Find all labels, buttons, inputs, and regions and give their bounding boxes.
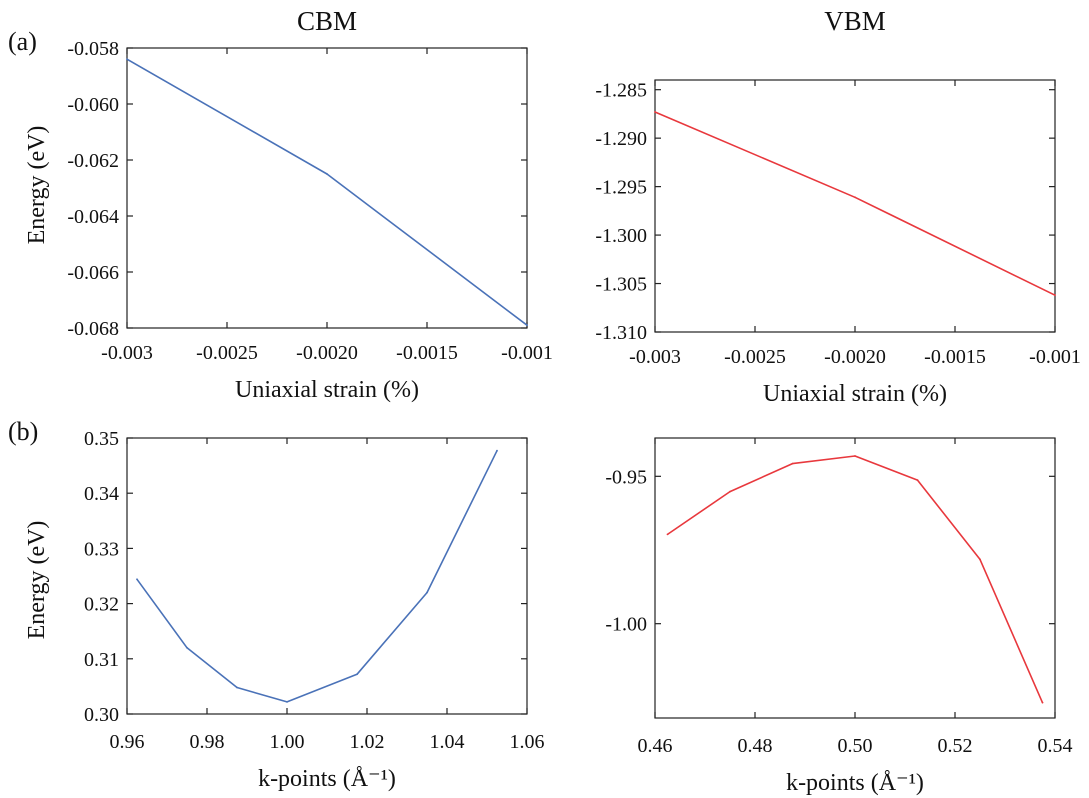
- x-tick-label: 0.48: [738, 735, 773, 757]
- x-tick-label: -0.0015: [396, 342, 458, 364]
- y-tick-label: -1.290: [595, 128, 647, 150]
- data-point: [854, 196, 856, 199]
- plot-frame: [654, 437, 1056, 719]
- y-tick-label: -1.295: [595, 177, 647, 199]
- data-point: [979, 558, 981, 561]
- panel-b-right: 0.46 0.48 0.50 0.52 0.54 -0.95 -1.00 k-points (…: [605, 437, 1073, 796]
- data-point: [326, 173, 328, 175]
- x-tick-label: 0.98: [190, 731, 225, 753]
- y-tick-label: -0.95: [605, 466, 647, 488]
- data-point: [136, 578, 138, 581]
- data-point: [1041, 701, 1044, 704]
- data-point: [356, 673, 358, 676]
- data-point: [286, 700, 288, 703]
- y-tick-label: 0.33: [84, 538, 119, 560]
- chart-title: VBM: [824, 6, 886, 36]
- y-tick-label: -1.285: [595, 80, 647, 102]
- x-axis-label: Uniaxial strain (%): [763, 381, 947, 407]
- y-tick-label: -0.060: [67, 94, 119, 116]
- panel-a-right: -0.003 -0.0025 -0.0020 -0.0015 -0.001 -1.285 -…: [595, 6, 1081, 407]
- x-tick-label: 0.54: [1038, 735, 1073, 757]
- y-tick-label: -0.066: [67, 262, 119, 284]
- panel-label-a: (a): [8, 27, 37, 56]
- y-tick-label: -1.310: [595, 322, 647, 344]
- y-tick-label: -1.305: [595, 274, 647, 296]
- y-tick-label: -1.300: [595, 225, 647, 247]
- data-point: [526, 324, 528, 327]
- x-tick-label: -0.0020: [824, 346, 886, 368]
- x-axis-label: Uniaxial strain (%): [235, 377, 419, 403]
- data-point: [426, 591, 428, 594]
- x-tick-label: -0.003: [629, 346, 681, 368]
- y-tick-label: 0.35: [84, 428, 119, 450]
- series-line-0: [654, 111, 1056, 296]
- x-tick-label: 1.02: [350, 731, 385, 753]
- y-tick-label: 0.30: [84, 704, 119, 726]
- x-axis-label: k-points (Å⁻¹): [786, 770, 924, 796]
- x-tick-label: 1.04: [430, 731, 465, 753]
- panel-a-left: -0.003 -0.0025 -0.0020 -0.0015 -0.001 -0.058 -…: [24, 6, 553, 403]
- data-point: [186, 646, 188, 649]
- series-line-0: [667, 455, 1044, 704]
- y-tick-label: -0.068: [67, 318, 119, 340]
- data-point: [654, 111, 656, 113]
- data-point: [496, 449, 498, 452]
- y-axis-label: Energy (eV): [24, 521, 50, 640]
- data-point: [236, 686, 238, 689]
- series-line-0: [126, 58, 528, 326]
- chart-title: CBM: [297, 6, 357, 36]
- x-tick-label: -0.0020: [296, 342, 358, 364]
- x-tick-label: 0.96: [110, 731, 145, 753]
- data-point: [1054, 294, 1056, 297]
- y-tick-label: -0.064: [67, 206, 119, 228]
- data-point: [666, 533, 669, 536]
- plot-frame: [126, 437, 528, 715]
- y-tick-label: 0.32: [84, 594, 119, 616]
- y-tick-label: 0.31: [84, 649, 119, 671]
- x-axis-label: k-points (Å⁻¹): [258, 766, 396, 792]
- plot-frame: [654, 79, 1056, 333]
- data-point: [126, 58, 128, 61]
- y-tick-label: -0.062: [67, 150, 119, 172]
- data-point: [729, 490, 731, 493]
- y-tick-label: 0.34: [84, 483, 119, 505]
- x-tick-label: 0.50: [838, 735, 873, 757]
- x-tick-label: 1.06: [510, 731, 545, 753]
- x-tick-label: -0.0025: [196, 342, 258, 364]
- data-point: [791, 462, 794, 465]
- x-tick-label: -0.001: [1029, 346, 1081, 368]
- y-tick-label: -1.00: [605, 614, 647, 636]
- data-point: [854, 455, 856, 457]
- x-tick-label: 0.52: [938, 735, 973, 757]
- x-tick-label: -0.0015: [924, 346, 986, 368]
- y-axis-label: Energy (eV): [24, 126, 50, 245]
- panel-b-left: 0.96 0.98 1.00 1.02 1.04 1.06 0.30 0.31 0.32 0.33…: [24, 428, 545, 792]
- plot-frame: [126, 47, 528, 329]
- data-point: [916, 479, 919, 482]
- x-tick-label: -0.003: [101, 342, 153, 364]
- series-line-0: [136, 450, 498, 703]
- panel-label-b: (b): [8, 417, 38, 446]
- y-tick-label: -0.058: [67, 38, 119, 60]
- x-tick-label: 0.46: [638, 735, 673, 757]
- x-tick-label: -0.001: [501, 342, 553, 364]
- x-tick-label: 1.00: [270, 731, 305, 753]
- x-tick-label: -0.0025: [724, 346, 786, 368]
